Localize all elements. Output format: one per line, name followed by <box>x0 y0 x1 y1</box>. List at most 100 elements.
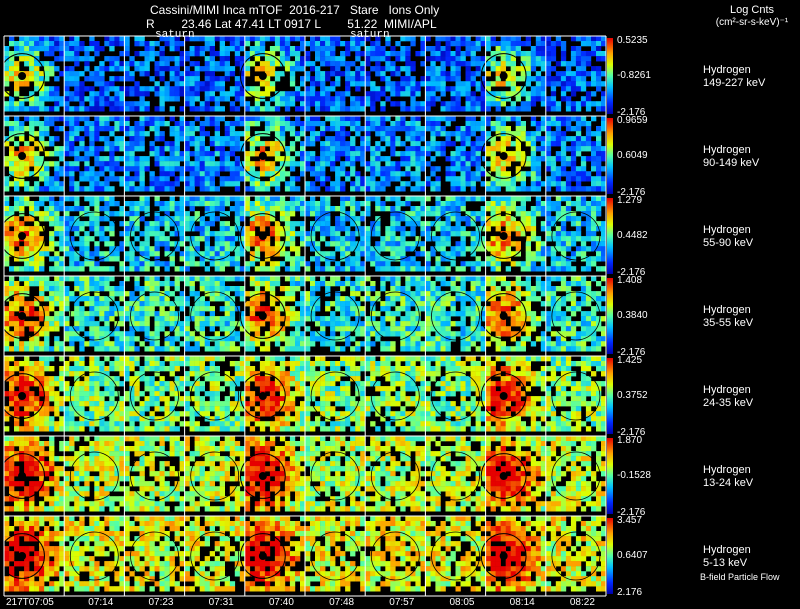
colorbar-title: Log Cnts <box>729 4 775 16</box>
colorbar <box>607 518 613 594</box>
heatmap-cell-block <box>64 116 125 192</box>
x-tick-label: 217T07:05 <box>6 597 54 608</box>
heatmap-cell-block <box>124 516 185 592</box>
b-field-marker <box>18 552 27 560</box>
heatmap-cell-block <box>244 516 306 592</box>
b-field-marker <box>18 152 27 160</box>
pitch-angle-contour <box>239 213 286 259</box>
colorbar-min-label: -2.176 <box>617 187 646 198</box>
pitch-angle-contour <box>190 291 240 341</box>
pitch-angle-contour <box>0 453 45 499</box>
heatmap-cell-block <box>485 116 547 192</box>
pitch-angle-contour <box>431 291 480 341</box>
x-tick-label: 08:14 <box>509 597 535 608</box>
pitch-angle-contour <box>310 291 360 341</box>
heatmap-cell-block <box>365 356 426 432</box>
b-field-marker <box>258 552 267 560</box>
pitch-angle-contour <box>480 373 527 419</box>
pitch-angle-contour <box>130 211 179 261</box>
pitch-angle-contour <box>239 453 286 499</box>
energy-label: 149-227 keV <box>703 77 766 89</box>
pitch-angle-contour <box>190 451 240 501</box>
heatmap-cell-block <box>124 196 185 272</box>
pitch-angle-contour <box>480 453 527 499</box>
colorbar-min-label: 2.176 <box>617 587 643 598</box>
pitch-angle-contour <box>431 371 480 421</box>
heatmap-cell-block <box>4 356 65 432</box>
colorbar-mid-label: -0.8261 <box>617 70 651 81</box>
heatmap-cell-block <box>184 436 246 512</box>
heatmap-cell-block <box>4 436 65 512</box>
pitch-angle-contour <box>480 293 527 339</box>
heatmap-cell-block <box>184 36 246 112</box>
colorbar-min-label: -2.176 <box>617 107 646 118</box>
colorbar <box>607 278 613 354</box>
pitch-angle-contour <box>0 53 45 99</box>
x-tick-label: 07:48 <box>329 597 355 608</box>
heatmap-cell-block <box>365 276 426 352</box>
heatmap-cell-block <box>425 116 486 192</box>
heatmap-cell-block <box>64 276 125 352</box>
pitch-angle-contour <box>239 533 286 579</box>
heatmap-cell-block <box>425 196 486 272</box>
species-label: Hydrogen <box>703 144 751 156</box>
b-field-marker <box>499 392 508 400</box>
x-tick-label: 07:57 <box>389 597 415 608</box>
saturn-label-2: saturn <box>350 29 390 41</box>
x-tick-label: 07:23 <box>148 597 174 608</box>
pitch-angle-contour <box>431 211 480 261</box>
pitch-angle-contour <box>480 213 527 259</box>
heatmap-cell-block <box>184 356 246 432</box>
colorbar-min-label: -2.176 <box>617 347 646 358</box>
heatmap-cell-block <box>64 36 125 112</box>
heatmap-cell-block <box>425 356 486 432</box>
colorbar-min-label: -2.176 <box>617 267 646 278</box>
heatmap-cell-block <box>545 516 607 592</box>
pitch-angle-contour <box>310 371 360 421</box>
pitch-angle-contour <box>190 531 240 581</box>
pitch-angle-contour <box>0 373 45 419</box>
b-field-marker <box>258 152 267 160</box>
colorbar-max-label: 1.425 <box>617 355 643 366</box>
pitch-angle-contour <box>370 291 420 341</box>
heatmap-cell-block <box>485 516 547 592</box>
colorbar <box>607 38 613 114</box>
pitch-angle-contour <box>130 291 179 341</box>
colorbar-mid-label: 0.6407 <box>617 550 648 561</box>
b-field-marker <box>499 312 508 320</box>
pitch-angle-contour <box>480 533 527 579</box>
b-field-marker <box>499 72 508 80</box>
pitch-angle-contour <box>239 293 286 339</box>
x-tick-label: 07:31 <box>208 597 234 608</box>
heatmap-cell-block <box>485 356 547 432</box>
heatmap-cell-block <box>305 276 366 352</box>
pitch-angle-contour <box>130 451 179 501</box>
pitch-angle-contour <box>551 531 601 581</box>
heatmap-cell-block <box>244 436 306 512</box>
saturn-label-1: saturn <box>155 29 195 41</box>
colorbar-mid-label: -0.1528 <box>617 470 651 481</box>
pitch-angle-contour <box>480 133 527 179</box>
pitch-angle-contour <box>310 211 360 261</box>
pitch-angle-contour <box>0 533 45 579</box>
b-field-marker <box>499 152 508 160</box>
heatmap-cell-block <box>64 196 125 272</box>
x-tick-label: 08:22 <box>569 597 595 608</box>
heatmap-cell-block <box>4 516 65 592</box>
heatmap-cell-block <box>64 436 125 512</box>
energy-label: 55-90 keV <box>703 237 754 249</box>
pitch-angle-contour <box>431 451 480 501</box>
heatmap-cell-block <box>545 196 607 272</box>
pitch-angle-contour <box>370 211 420 261</box>
b-field-marker <box>18 232 27 240</box>
energy-label: 35-55 keV <box>703 317 754 329</box>
heatmap-cell-block <box>184 276 246 352</box>
x-tick-label: 08:05 <box>449 597 475 608</box>
heatmap-cell-block <box>545 116 607 192</box>
b-field-marker <box>18 72 27 80</box>
colorbar-max-label: 0.9659 <box>617 115 648 126</box>
colorbar-units: (cm²-sr-s-keV)⁻¹ <box>715 17 789 28</box>
pitch-angle-contour <box>130 531 179 581</box>
pitch-angle-contour <box>69 451 119 501</box>
